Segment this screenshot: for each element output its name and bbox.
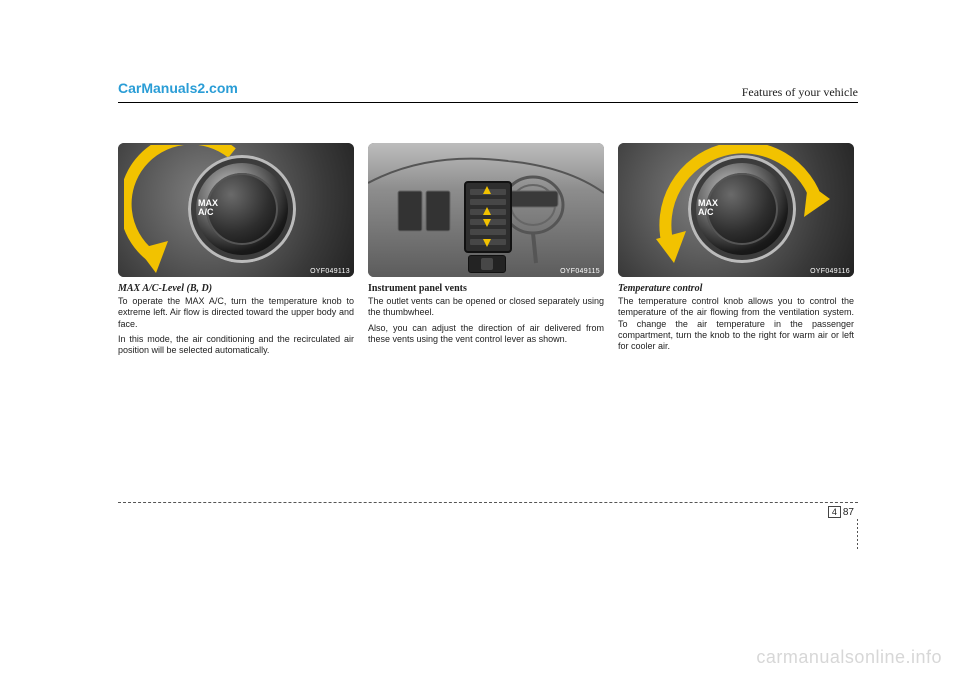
col2-para-1: The outlet vents can be opened or closed… — [368, 296, 604, 319]
col3-body: The temperature control knob allows you … — [618, 296, 854, 352]
vent-slot — [470, 229, 506, 235]
col2-body: The outlet vents can be opened or closed… — [368, 296, 604, 345]
vent-callout — [464, 181, 512, 253]
page-footer: 487 — [118, 502, 858, 518]
figure-code: OYF049113 — [310, 268, 350, 275]
watermark: carmanualsonline.info — [756, 647, 942, 668]
figure-vents: OYF049115 — [368, 143, 604, 277]
page-number: 487 — [828, 507, 858, 518]
col3-para-1: The temperature control knob allows you … — [618, 296, 854, 352]
knob-label: MAX A/C — [198, 199, 218, 218]
col2-para-2: Also, you can adjust the direction of ai… — [368, 323, 604, 346]
vent-slot — [470, 199, 506, 205]
col3-heading: Temperature control — [618, 283, 854, 294]
thumbwheel-callout — [468, 255, 506, 273]
arrow-down-icon — [483, 239, 491, 247]
col1-heading: MAX A/C-Level (B, D) — [118, 283, 354, 294]
col1-body: To operate the MAX A/C, turn the tempera… — [118, 296, 354, 356]
figure-max-ac: MAX A/C OYF049113 — [118, 143, 354, 277]
figure-temp-control: MAX A/C OYF049116 — [618, 143, 854, 277]
col1-para-1: To operate the MAX A/C, turn the tempera… — [118, 296, 354, 330]
figure-code: OYF049116 — [810, 268, 850, 275]
page-content: CarManuals2.com Features of your vehicle… — [118, 80, 858, 360]
column-2: OYF049115 Instrument panel vents The out… — [368, 143, 604, 360]
arrow-up-icon — [483, 207, 491, 215]
column-1: MAX A/C OYF049113 MAX A/C-Level (B, D) T… — [118, 143, 354, 360]
page-num: 87 — [843, 507, 854, 518]
header-rule: Features of your vehicle — [118, 102, 858, 103]
knob-label: MAX A/C — [698, 199, 718, 218]
col1-para-2: In this mode, the air conditioning and t… — [118, 334, 354, 357]
chapter-number: 4 — [828, 506, 841, 518]
arrow-down-icon — [483, 219, 491, 227]
arrow-up-icon — [483, 186, 491, 194]
footer-dash — [857, 519, 858, 549]
section-title: Features of your vehicle — [742, 85, 858, 100]
column-3: MAX A/C OYF049116 Temperature control Th… — [618, 143, 854, 360]
columns: MAX A/C OYF049113 MAX A/C-Level (B, D) T… — [118, 143, 858, 360]
col2-heading: Instrument panel vents — [368, 283, 604, 294]
figure-code: OYF049115 — [560, 268, 600, 275]
